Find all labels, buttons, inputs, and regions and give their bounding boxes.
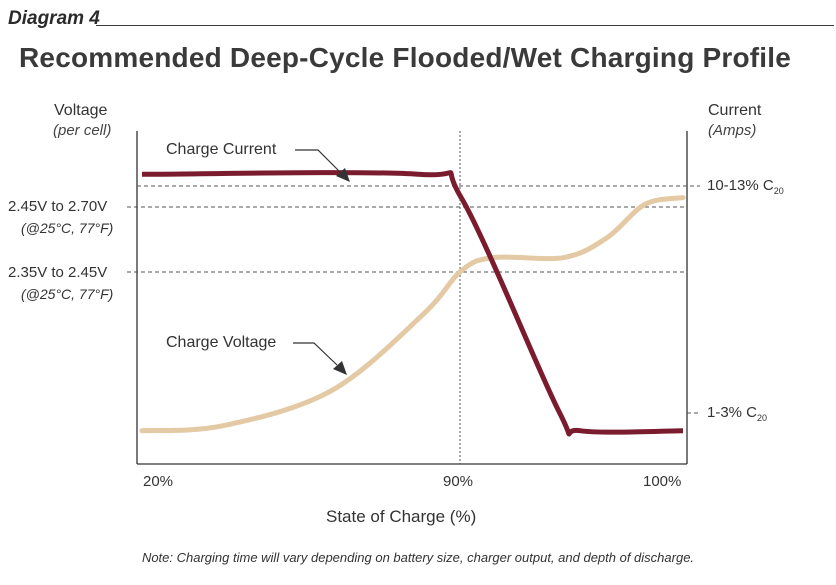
left-tick-lower-sub: (@25°C, 77°F) bbox=[21, 286, 114, 302]
voltage-callout-arrowhead bbox=[333, 361, 347, 375]
right-tick-upper-text: 10-13% C bbox=[707, 177, 774, 194]
right-axis-title: Current bbox=[708, 102, 762, 119]
left-axis-subtitle: (per cell) bbox=[53, 122, 112, 139]
right-tick-lower: 1-3% C20 bbox=[707, 404, 767, 423]
x-tick-20: 20% bbox=[143, 473, 174, 490]
left-axis-title: Voltage bbox=[54, 102, 108, 119]
x-axis-title: State of Charge (%) bbox=[326, 507, 477, 526]
right-tick-lower-subscript: 20 bbox=[757, 413, 768, 423]
diagram-tag: Diagram 4 bbox=[8, 8, 100, 29]
page-title: Recommended Deep-Cycle Flooded/Wet Charg… bbox=[19, 42, 792, 73]
voltage-callout-leader bbox=[293, 342, 338, 366]
left-tick-lower: 2.35V to 2.45V bbox=[8, 264, 108, 281]
current-callout-leader bbox=[295, 149, 341, 173]
left-tick-upper: 2.45V to 2.70V bbox=[8, 198, 108, 215]
charge-current-line bbox=[141, 170, 684, 437]
x-tick-90: 90% bbox=[443, 473, 474, 490]
right-tick-lower-text: 1-3% C bbox=[707, 404, 758, 421]
current-callout-arrowhead bbox=[336, 168, 350, 182]
right-axis-subtitle: (Amps) bbox=[708, 122, 757, 139]
right-tick-upper: 10-13% C20 bbox=[707, 177, 784, 196]
footer-note: Note: Charging time will vary depending … bbox=[141, 550, 695, 565]
x-tick-100: 100% bbox=[643, 473, 682, 490]
charge-voltage-line bbox=[139, 195, 686, 434]
left-tick-upper-sub: (@25°C, 77°F) bbox=[21, 220, 114, 236]
charge-current-label: Charge Current bbox=[166, 141, 279, 159]
right-tick-upper-subscript: 20 bbox=[773, 186, 784, 196]
charge-voltage-label: Charge Voltage bbox=[166, 334, 279, 352]
title-rule bbox=[96, 25, 834, 26]
